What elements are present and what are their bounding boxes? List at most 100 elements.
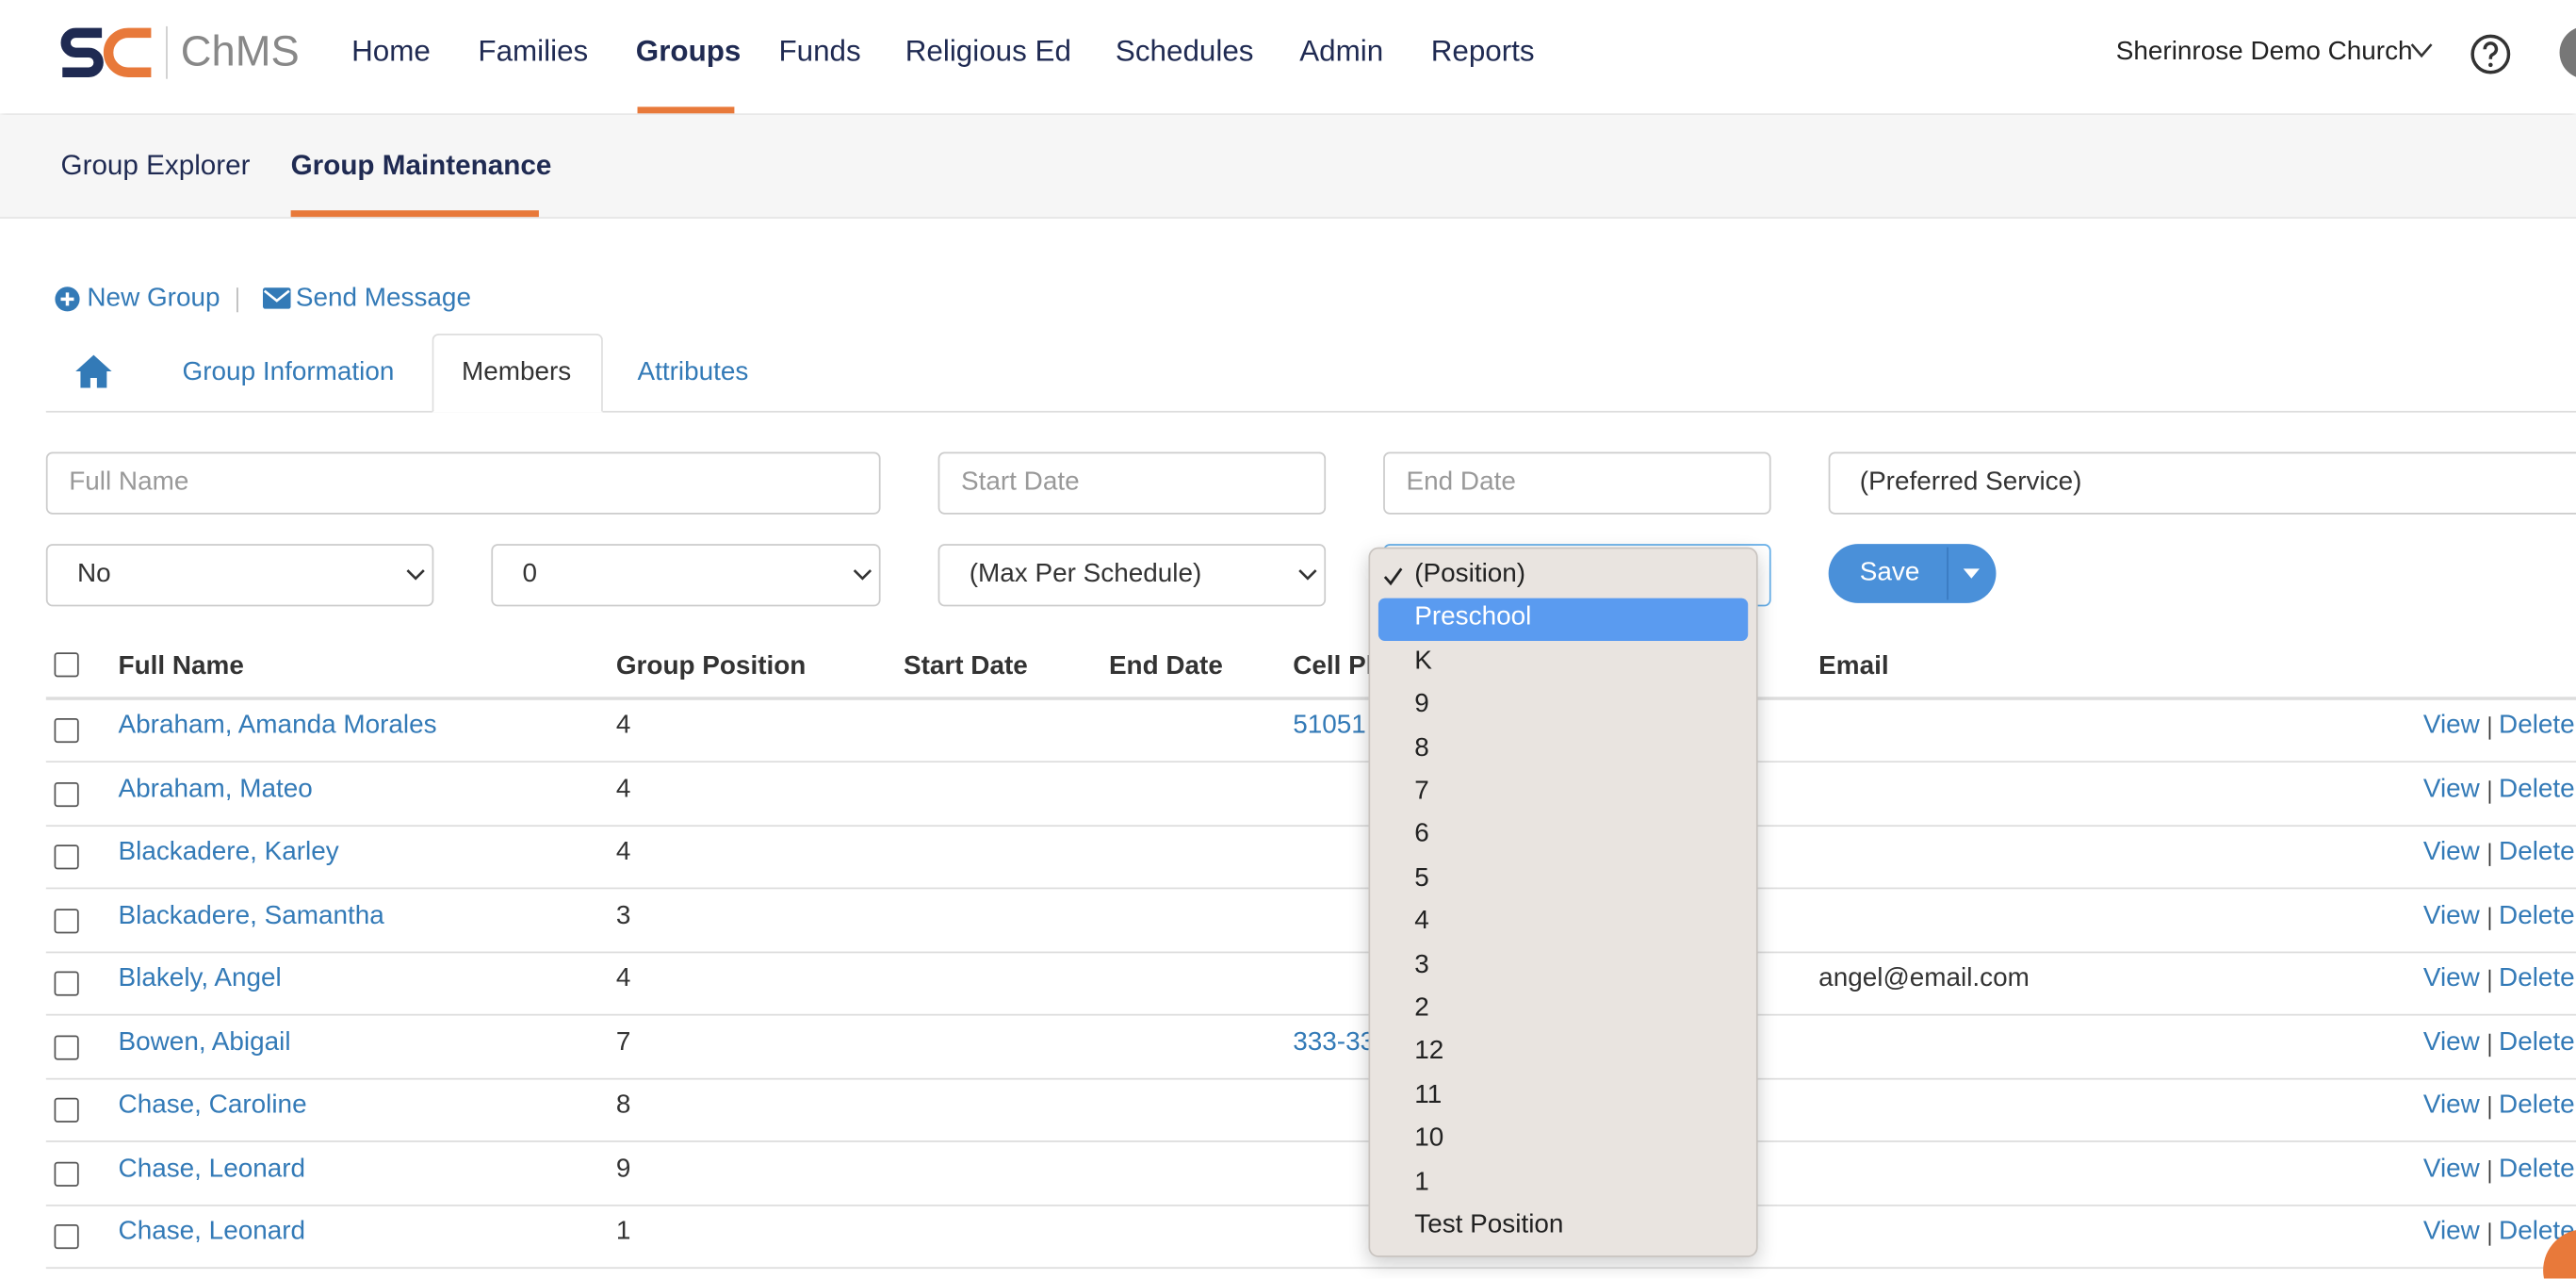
dropdown-option[interactable]: 6	[1414, 820, 1429, 849]
nav-item[interactable]: Admin	[1299, 34, 1384, 68]
delete-link[interactable]: Delete	[2499, 964, 2575, 993]
dropdown-option[interactable]: 10	[1414, 1123, 1444, 1153]
nav-item[interactable]: Groups	[635, 34, 742, 68]
row-checkbox[interactable]	[54, 717, 79, 744]
save-label[interactable]: Save	[1859, 558, 1920, 587]
members-tab[interactable]	[432, 333, 603, 413]
dropdown-option[interactable]: Preschool	[1414, 603, 1532, 632]
member-name[interactable]: Abraham, Amanda Morales	[118, 711, 437, 740]
input-placeholder: Full Name	[69, 467, 189, 497]
nav-item[interactable]: Religious Ed	[905, 34, 1071, 68]
member-name[interactable]: Chase, Leonard	[118, 1218, 306, 1246]
view-link[interactable]: View	[2422, 838, 2480, 866]
view-link[interactable]: View	[2422, 711, 2480, 740]
avatar[interactable]	[2559, 25, 2576, 79]
view-link[interactable]: View	[2422, 775, 2480, 803]
column-header: Full Name	[118, 652, 244, 680]
help-icon[interactable]	[2470, 33, 2512, 75]
delete-link[interactable]: Delete	[2499, 1154, 2575, 1183]
delete-link[interactable]: Delete	[2499, 838, 2575, 866]
dropdown-option[interactable]: 12	[1414, 1037, 1444, 1066]
subnav-item[interactable]: Group Explorer	[60, 149, 251, 181]
view-link[interactable]: View	[2422, 1218, 2480, 1246]
dropdown-menu	[1368, 547, 1758, 1257]
row-checkbox[interactable]	[54, 1034, 79, 1059]
tab[interactable]: Members	[461, 358, 572, 386]
dropdown-option[interactable]: 1	[1414, 1168, 1429, 1196]
nav-item[interactable]: Families	[478, 34, 589, 68]
delete-link[interactable]: Delete	[2499, 775, 2575, 803]
nav-item[interactable]: Schedules	[1115, 34, 1254, 68]
input-placeholder: Start Date	[961, 467, 1080, 497]
text-input[interactable]	[1383, 451, 1771, 515]
row-line	[45, 1267, 2576, 1270]
link-separator	[2488, 906, 2491, 930]
row-checkbox[interactable]	[54, 844, 79, 870]
dropdown-option[interactable]: 3	[1414, 950, 1429, 979]
text-input[interactable]	[937, 451, 1327, 515]
dropdown-option[interactable]: 4	[1414, 907, 1429, 936]
tab[interactable]: Group Information	[182, 358, 395, 386]
member-name[interactable]: Chase, Leonard	[118, 1154, 306, 1183]
church-caret[interactable]	[2410, 42, 2433, 58]
dropdown-option[interactable]: 7	[1414, 777, 1429, 806]
dropdown-option[interactable]: 8	[1414, 733, 1429, 762]
member-name[interactable]: Bowen, Abigail	[118, 1027, 291, 1057]
dropdown-option[interactable]: K	[1414, 647, 1432, 676]
dropdown-option[interactable]: Test Position	[1414, 1211, 1564, 1239]
home-icon[interactable]	[73, 353, 113, 389]
row-checkbox[interactable]	[54, 781, 79, 807]
select[interactable]	[45, 544, 434, 607]
member-name[interactable]: Abraham, Mateo	[118, 775, 313, 803]
select-all-checkbox[interactable]	[54, 652, 79, 678]
subnav	[0, 115, 2576, 219]
select[interactable]	[937, 544, 1327, 607]
cell-position: 9	[615, 1154, 631, 1183]
subnav-item[interactable]: Group Maintenance	[290, 149, 552, 181]
nav-item[interactable]: Reports	[1430, 34, 1535, 68]
text-input[interactable]	[1828, 451, 2576, 515]
dropdown-option[interactable]: 9	[1414, 690, 1429, 719]
row-checkbox[interactable]	[54, 971, 79, 996]
dropdown-option[interactable]: 5	[1414, 863, 1429, 893]
cell-cell[interactable]: 51051	[1293, 711, 1366, 740]
action-link[interactable]: Send Message	[295, 284, 471, 313]
checkmark	[1383, 567, 1403, 586]
delete-link[interactable]: Delete	[2499, 1027, 2575, 1057]
dropdown-option[interactable]: 2	[1414, 993, 1429, 1023]
view-link[interactable]: View	[2422, 901, 2480, 930]
nav-item[interactable]: Home	[351, 34, 431, 68]
member-name[interactable]: Blakely, Angel	[118, 964, 282, 993]
cell-cell[interactable]: 333-33	[1293, 1027, 1376, 1057]
member-name[interactable]: Blackadere, Samantha	[118, 901, 384, 930]
select-value: 0	[522, 560, 538, 589]
view-link[interactable]: View	[2422, 964, 2480, 993]
row-checkbox[interactable]	[54, 1223, 79, 1250]
text-input[interactable]	[45, 451, 881, 515]
link-separator	[2488, 716, 2491, 740]
dropdown-option[interactable]: 11	[1414, 1080, 1443, 1109]
row-checkbox[interactable]	[54, 908, 79, 933]
view-link[interactable]: View	[2422, 1090, 2480, 1120]
cell-position: 3	[615, 901, 631, 930]
member-name[interactable]: Chase, Caroline	[118, 1090, 307, 1120]
save-caret[interactable]	[1963, 568, 1981, 579]
cell-position: 4	[615, 775, 631, 803]
view-link[interactable]: View	[2422, 1027, 2480, 1057]
church-name[interactable]: Sherinrose Demo Church	[2115, 38, 2413, 66]
delete-link[interactable]: Delete	[2499, 1090, 2575, 1120]
member-name[interactable]: Blackadere, Karley	[118, 838, 339, 866]
row-checkbox[interactable]	[54, 1097, 79, 1123]
action-link[interactable]: New Group	[87, 284, 220, 313]
tab[interactable]: Attributes	[637, 358, 749, 386]
select-value: (Max Per Schedule)	[969, 560, 1202, 589]
delete-link[interactable]: Delete	[2499, 901, 2575, 930]
row-checkbox[interactable]	[54, 1160, 79, 1187]
top-nav	[0, 0, 2576, 114]
dropdown-option[interactable]: (Position)	[1414, 560, 1526, 589]
delete-link[interactable]: Delete	[2499, 711, 2575, 740]
select[interactable]	[491, 544, 881, 607]
nav-item[interactable]: Funds	[778, 34, 861, 68]
view-link[interactable]: View	[2422, 1154, 2480, 1183]
cell-position: 8	[615, 1090, 631, 1120]
